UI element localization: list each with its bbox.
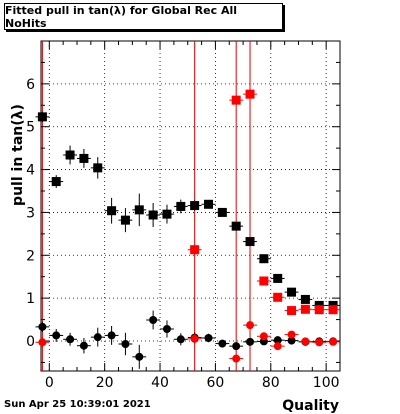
y-tick-label: 0 [26,334,35,350]
data-point-circle [176,335,185,344]
data-point-circle [149,316,158,324]
data-point-square [314,305,324,315]
timestamp: Sun Apr 25 10:39:01 2021 [4,399,151,410]
data-point-square [245,89,255,99]
vertical-markers [41,41,251,371]
data-point-square [176,201,186,211]
data-point-square [93,163,103,173]
data-point-square [148,210,158,220]
data-point-square [107,206,117,216]
data-point-square [259,276,269,286]
data-point-square [231,221,241,231]
data-point-square [273,273,283,283]
data-point-square [203,199,213,209]
data-point-circle [259,332,268,341]
data-point-square [65,150,75,160]
x-tick-label: 20 [96,375,114,391]
data-point-square [231,95,241,105]
data-point-circle [273,342,282,351]
data-point-circle [135,352,144,361]
x-tick-label: 80 [262,375,280,391]
data-point-square [134,205,144,215]
data-point-square [120,215,130,225]
data-point-circle [232,354,241,363]
data-point-circle [273,336,282,345]
data-point-square [245,237,255,247]
y-tick-label: 4 [26,163,35,179]
data-point-circle [301,337,310,346]
data-point-square [51,177,61,187]
data-point-square [79,153,89,163]
x-axis-label: Quality [282,398,339,414]
x-tick-label: 40 [151,375,169,391]
data-point-circle [315,338,324,347]
data-point-circle [38,338,47,347]
data-point-circle [204,334,213,342]
x-tick-label: 100 [313,375,340,391]
plot-frame [40,40,341,372]
data-point-circle [246,321,255,330]
y-tick-label: 5 [26,120,35,136]
data-point-circle [287,336,296,345]
data-point-circle [162,325,171,333]
data-point-square [287,306,297,316]
data-point-square [162,209,172,219]
data-point-square [259,254,269,264]
data-point-square [300,304,310,314]
data-point-circle [329,337,338,346]
data-point-circle [190,334,199,343]
data-point-circle [38,322,47,331]
data-point-circle [232,342,241,351]
data-point-square [300,294,310,304]
data-points [35,89,340,369]
x-tick-label: 0 [45,375,54,391]
x-tick-label: 60 [207,375,225,391]
y-tick-label: 2 [26,248,35,264]
data-point-circle [66,335,75,344]
data-point-circle [287,330,296,339]
y-tick-label: 1 [26,291,35,307]
data-point-circle [121,340,130,348]
data-point-square [217,207,227,217]
data-point-circle [218,339,227,348]
data-point-circle [52,331,61,340]
data-point-circle [246,337,255,346]
axis-ticks: 0 20 40 60 80 100 0 1 2 3 4 5 6 [26,41,340,391]
data-point-square [273,292,283,302]
data-point-square [190,201,200,211]
data-point-square [287,287,297,297]
y-tick-label: 6 [26,77,35,93]
data-point-square [328,305,338,315]
data-point-circle [79,341,88,350]
y-axis-label: pull in tan(λ) [10,104,26,206]
y-tick-label: 3 [26,205,35,221]
data-point-square [190,245,200,255]
data-point-circle [107,331,116,340]
data-point-square [37,112,47,122]
chart-title: Fitted pull in tan(λ) for Global Rec All… [4,3,283,30]
data-point-circle [93,333,102,342]
